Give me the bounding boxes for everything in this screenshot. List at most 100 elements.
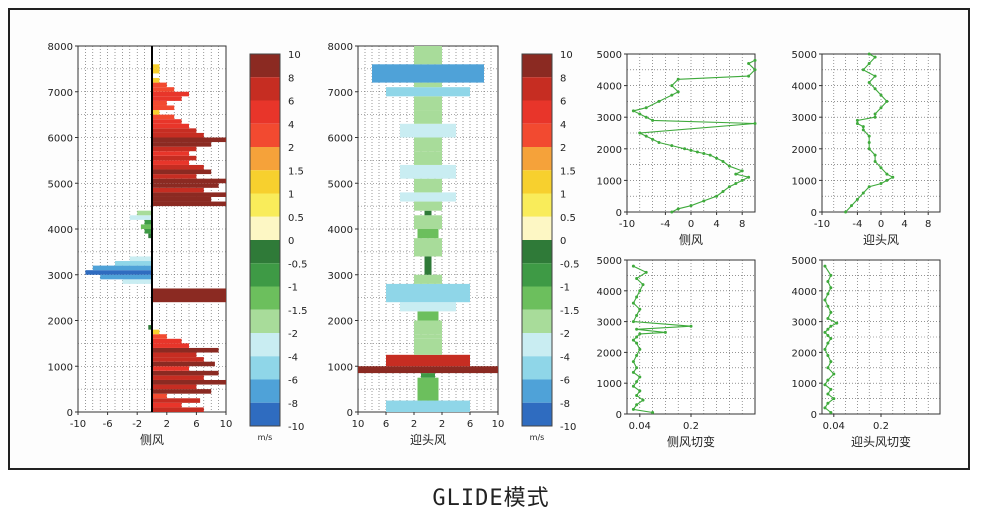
colorbar-label: -8 <box>560 399 570 410</box>
data-point <box>885 172 889 176</box>
headwind-bar <box>417 229 439 239</box>
y-tick-label: 5000 <box>597 50 622 61</box>
colorbar-swatch <box>250 100 280 124</box>
colorbar-label: -10 <box>288 422 304 433</box>
data-point <box>631 407 635 411</box>
y-tick-label: 1000 <box>328 362 353 373</box>
x-tick-label: -10 <box>619 219 635 230</box>
data-point <box>879 106 883 110</box>
y-tick-label: 1000 <box>597 379 622 390</box>
crosswind-bar <box>152 352 197 358</box>
headwind-bar <box>372 64 484 83</box>
data-point <box>638 112 642 116</box>
data-point <box>826 341 830 345</box>
colorbar-swatch <box>522 77 552 101</box>
data-point <box>861 125 865 129</box>
x-tick-label: 10 <box>352 419 365 430</box>
crosswind-bar <box>148 233 152 239</box>
crosswind-bar <box>152 384 197 390</box>
crosswind-bar <box>152 201 226 207</box>
colorbar-label: -6 <box>288 376 298 387</box>
x-tick-label: 6 <box>193 419 199 430</box>
colorbar-swatch <box>250 193 280 217</box>
data-point <box>826 292 830 296</box>
y-tick-label: 0 <box>811 208 817 219</box>
data-point <box>727 164 731 168</box>
headwind-bar <box>414 238 442 257</box>
data-point <box>635 327 639 331</box>
data-point <box>635 394 639 398</box>
x-tick-label: -10 <box>814 219 830 230</box>
x-tick-label: 8 <box>925 219 931 230</box>
data-point <box>885 178 889 182</box>
y-tick-label: 4000 <box>792 287 817 298</box>
y-tick-label: 6000 <box>328 134 353 145</box>
data-point <box>644 106 648 110</box>
data-point <box>631 384 635 388</box>
colorbar-swatch <box>250 123 280 147</box>
colorbar-label: 2 <box>560 143 566 154</box>
y-tick-label: 5000 <box>792 256 817 267</box>
y-tick-label: 6000 <box>48 134 73 145</box>
data-point <box>835 321 839 325</box>
colorbar-frame-1 <box>521 53 553 427</box>
headwind-bar <box>424 256 432 275</box>
crosswind-bar <box>148 325 152 330</box>
y-tick-label: 2000 <box>597 145 622 156</box>
data-point <box>826 333 830 337</box>
y-tick-label: 5000 <box>792 50 817 61</box>
data-point <box>676 207 680 211</box>
x-tick-label: 2 <box>164 419 170 430</box>
data-point <box>829 410 833 414</box>
data-point <box>826 317 830 321</box>
x-tick-label: 6 <box>467 419 473 430</box>
data-point <box>702 199 706 203</box>
data-point <box>635 403 639 407</box>
x-tick-label: -10 <box>70 419 86 430</box>
data-point <box>753 122 757 126</box>
colorbar-swatch <box>522 147 552 171</box>
data-point <box>727 185 731 189</box>
colorbar-swatch <box>250 356 280 380</box>
data-point <box>635 366 639 370</box>
colorbar-label: -8 <box>288 399 298 410</box>
crosswind-bar <box>152 78 160 83</box>
data-point <box>638 347 642 351</box>
colorbar-label: 10 <box>560 50 573 61</box>
crosswind-bar <box>152 370 219 376</box>
crosswind-bar <box>152 196 212 202</box>
data-point <box>891 175 895 179</box>
colorbar-swatch <box>250 216 280 240</box>
data-point <box>644 115 648 119</box>
series-line <box>631 59 756 213</box>
y-tick-label: 7000 <box>328 88 353 99</box>
crosswind-bar <box>152 288 226 303</box>
data-point <box>631 338 635 342</box>
crosswind-bar <box>152 91 189 97</box>
colorbar-label: 0 <box>288 236 294 247</box>
colorbar-label: 10 <box>288 50 301 61</box>
data-point <box>651 118 655 122</box>
data-point <box>638 332 642 336</box>
data-point <box>747 61 751 65</box>
colorbar-swatch <box>522 123 552 147</box>
data-point <box>683 147 687 151</box>
x-tick-label: -2 <box>132 419 142 430</box>
colorbar-swatch <box>250 333 280 357</box>
y-tick-label: 2000 <box>792 145 817 156</box>
data-point <box>826 366 830 370</box>
data-point <box>635 335 639 339</box>
x-tick-label: 4 <box>713 219 719 230</box>
data-point <box>829 310 833 314</box>
y-tick-label: 5000 <box>597 256 622 267</box>
data-point <box>635 380 639 384</box>
colorbar-label: 8 <box>288 73 294 84</box>
y-tick-label: 0 <box>67 408 73 419</box>
x-tick-label: 10 <box>492 419 505 430</box>
crosswind-bar <box>152 379 226 385</box>
data-point <box>829 337 833 341</box>
data-point <box>832 397 836 401</box>
data-point <box>676 90 680 94</box>
crosswind-bar <box>129 256 152 262</box>
